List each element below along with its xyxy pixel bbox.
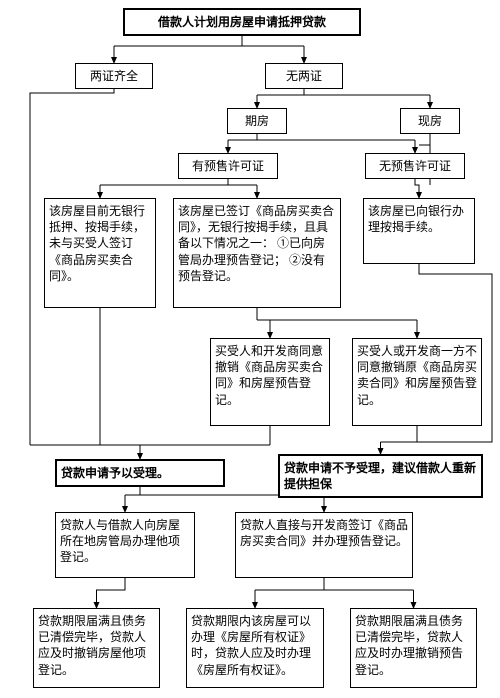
node-two-cert: 两证齐全 — [75, 63, 153, 89]
node-accept: 贷款申请予以受理。 — [55, 459, 225, 487]
node-xianfang: 现房 — [400, 108, 460, 134]
node-out3: 贷款期限届满且债务已清偿完毕，贷款人应及时办理撤销预告登记。 — [350, 608, 477, 688]
node-qifang: 期房 — [227, 108, 287, 134]
node-box-c: 该房屋已向银行办理按揭手续。 — [363, 198, 475, 264]
node-has-permit: 有预售许可证 — [178, 153, 278, 179]
node-no-permit: 无预售许可证 — [365, 153, 465, 179]
node-out2: 贷款期限内该房屋可以办理《房屋所有权证》时，贷款人应及时办理《房屋所有权证》。 — [186, 608, 324, 688]
node-reg2: 贷款人直接与开发商签订《商品房买卖合同》并办理预告登记。 — [235, 512, 413, 578]
node-box-a: 该房屋目前无银行抵押、按揭手续，未与买受人签订《商品房买卖合同》。 — [44, 198, 156, 308]
node-box-b: 该房屋已签订《商品房买卖合同》，无银行按揭手续，且具备以下情况之一： ①已向房管… — [173, 198, 341, 308]
node-reg1: 贷款人与借款人向房屋所在地房管局办理他项登记。 — [55, 512, 195, 578]
node-box-d: 买受人和开发商同意撤销《商品房买卖合同》和房屋预告登记。 — [210, 338, 330, 426]
node-no-two-cert: 无两证 — [265, 63, 343, 89]
node-out1: 贷款期限届满且债务已清偿完毕，贷款人应及时撤销房屋他项登记。 — [33, 608, 160, 688]
node-root: 借款人计划用房屋申请抵押贷款 — [123, 8, 361, 36]
node-box-e: 买受人或开发商一方不同意撤销原《商品房买卖合同》和房屋预告登记。 — [352, 338, 482, 426]
node-reject: 贷款申请不予受理，建议借款人重新提供担保 — [278, 454, 483, 498]
